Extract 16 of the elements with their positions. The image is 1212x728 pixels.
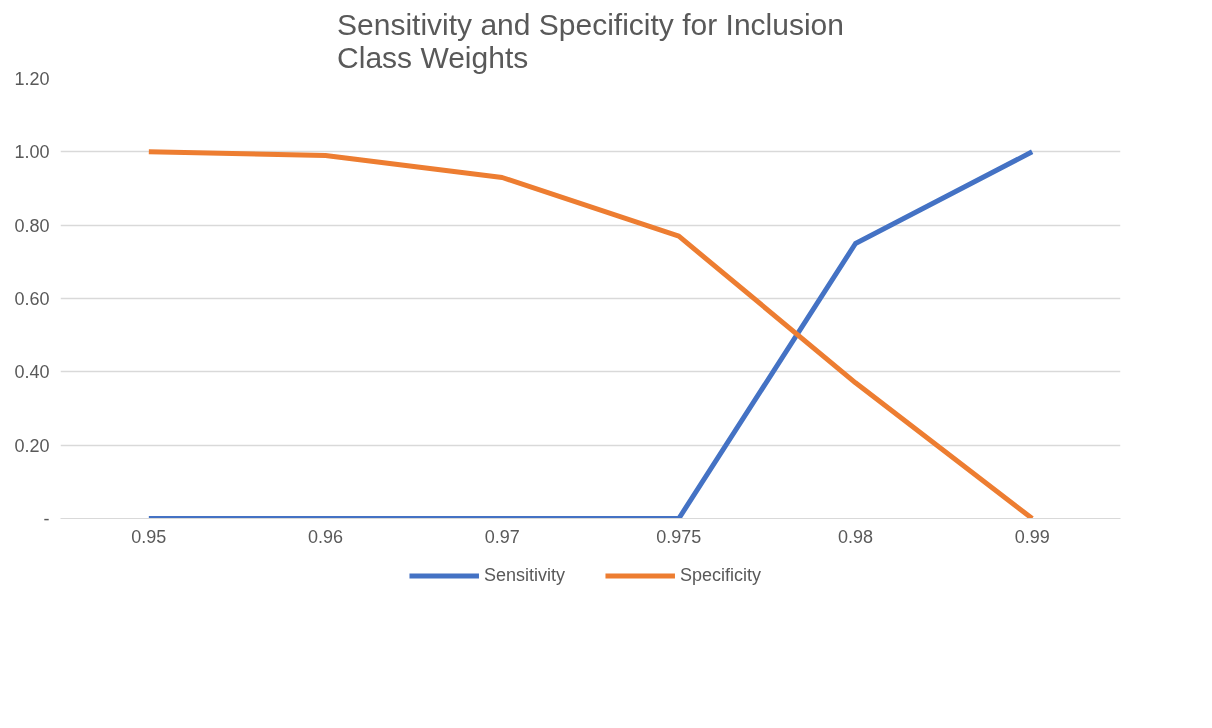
x-tick-label: 0.97 [484, 526, 520, 547]
y-tick-label: 1.00 [14, 142, 50, 163]
legend-label: Sensitivity [483, 564, 565, 586]
y-tick-label: 0.40 [14, 362, 50, 383]
y-tick-label: 0.80 [14, 215, 50, 236]
y-tick-label: - [43, 509, 50, 529]
x-tick-label: 0.99 [1014, 526, 1050, 547]
x-tick-label: 0.95 [131, 526, 167, 547]
x-tick-label: 0.975 [656, 526, 702, 547]
legend-label: Specificity [680, 564, 762, 586]
x-tick-label: 0.98 [837, 526, 874, 547]
y-tick-label: 0.60 [14, 289, 50, 309]
chart-title: Sensitivity and Specificity for Inclusion Class Weights [337, 7, 844, 74]
x-tick-label: 0.96 [307, 526, 344, 547]
y-tick-label: 0.20 [14, 435, 50, 456]
y-tick-label: 1.20 [14, 69, 50, 89]
